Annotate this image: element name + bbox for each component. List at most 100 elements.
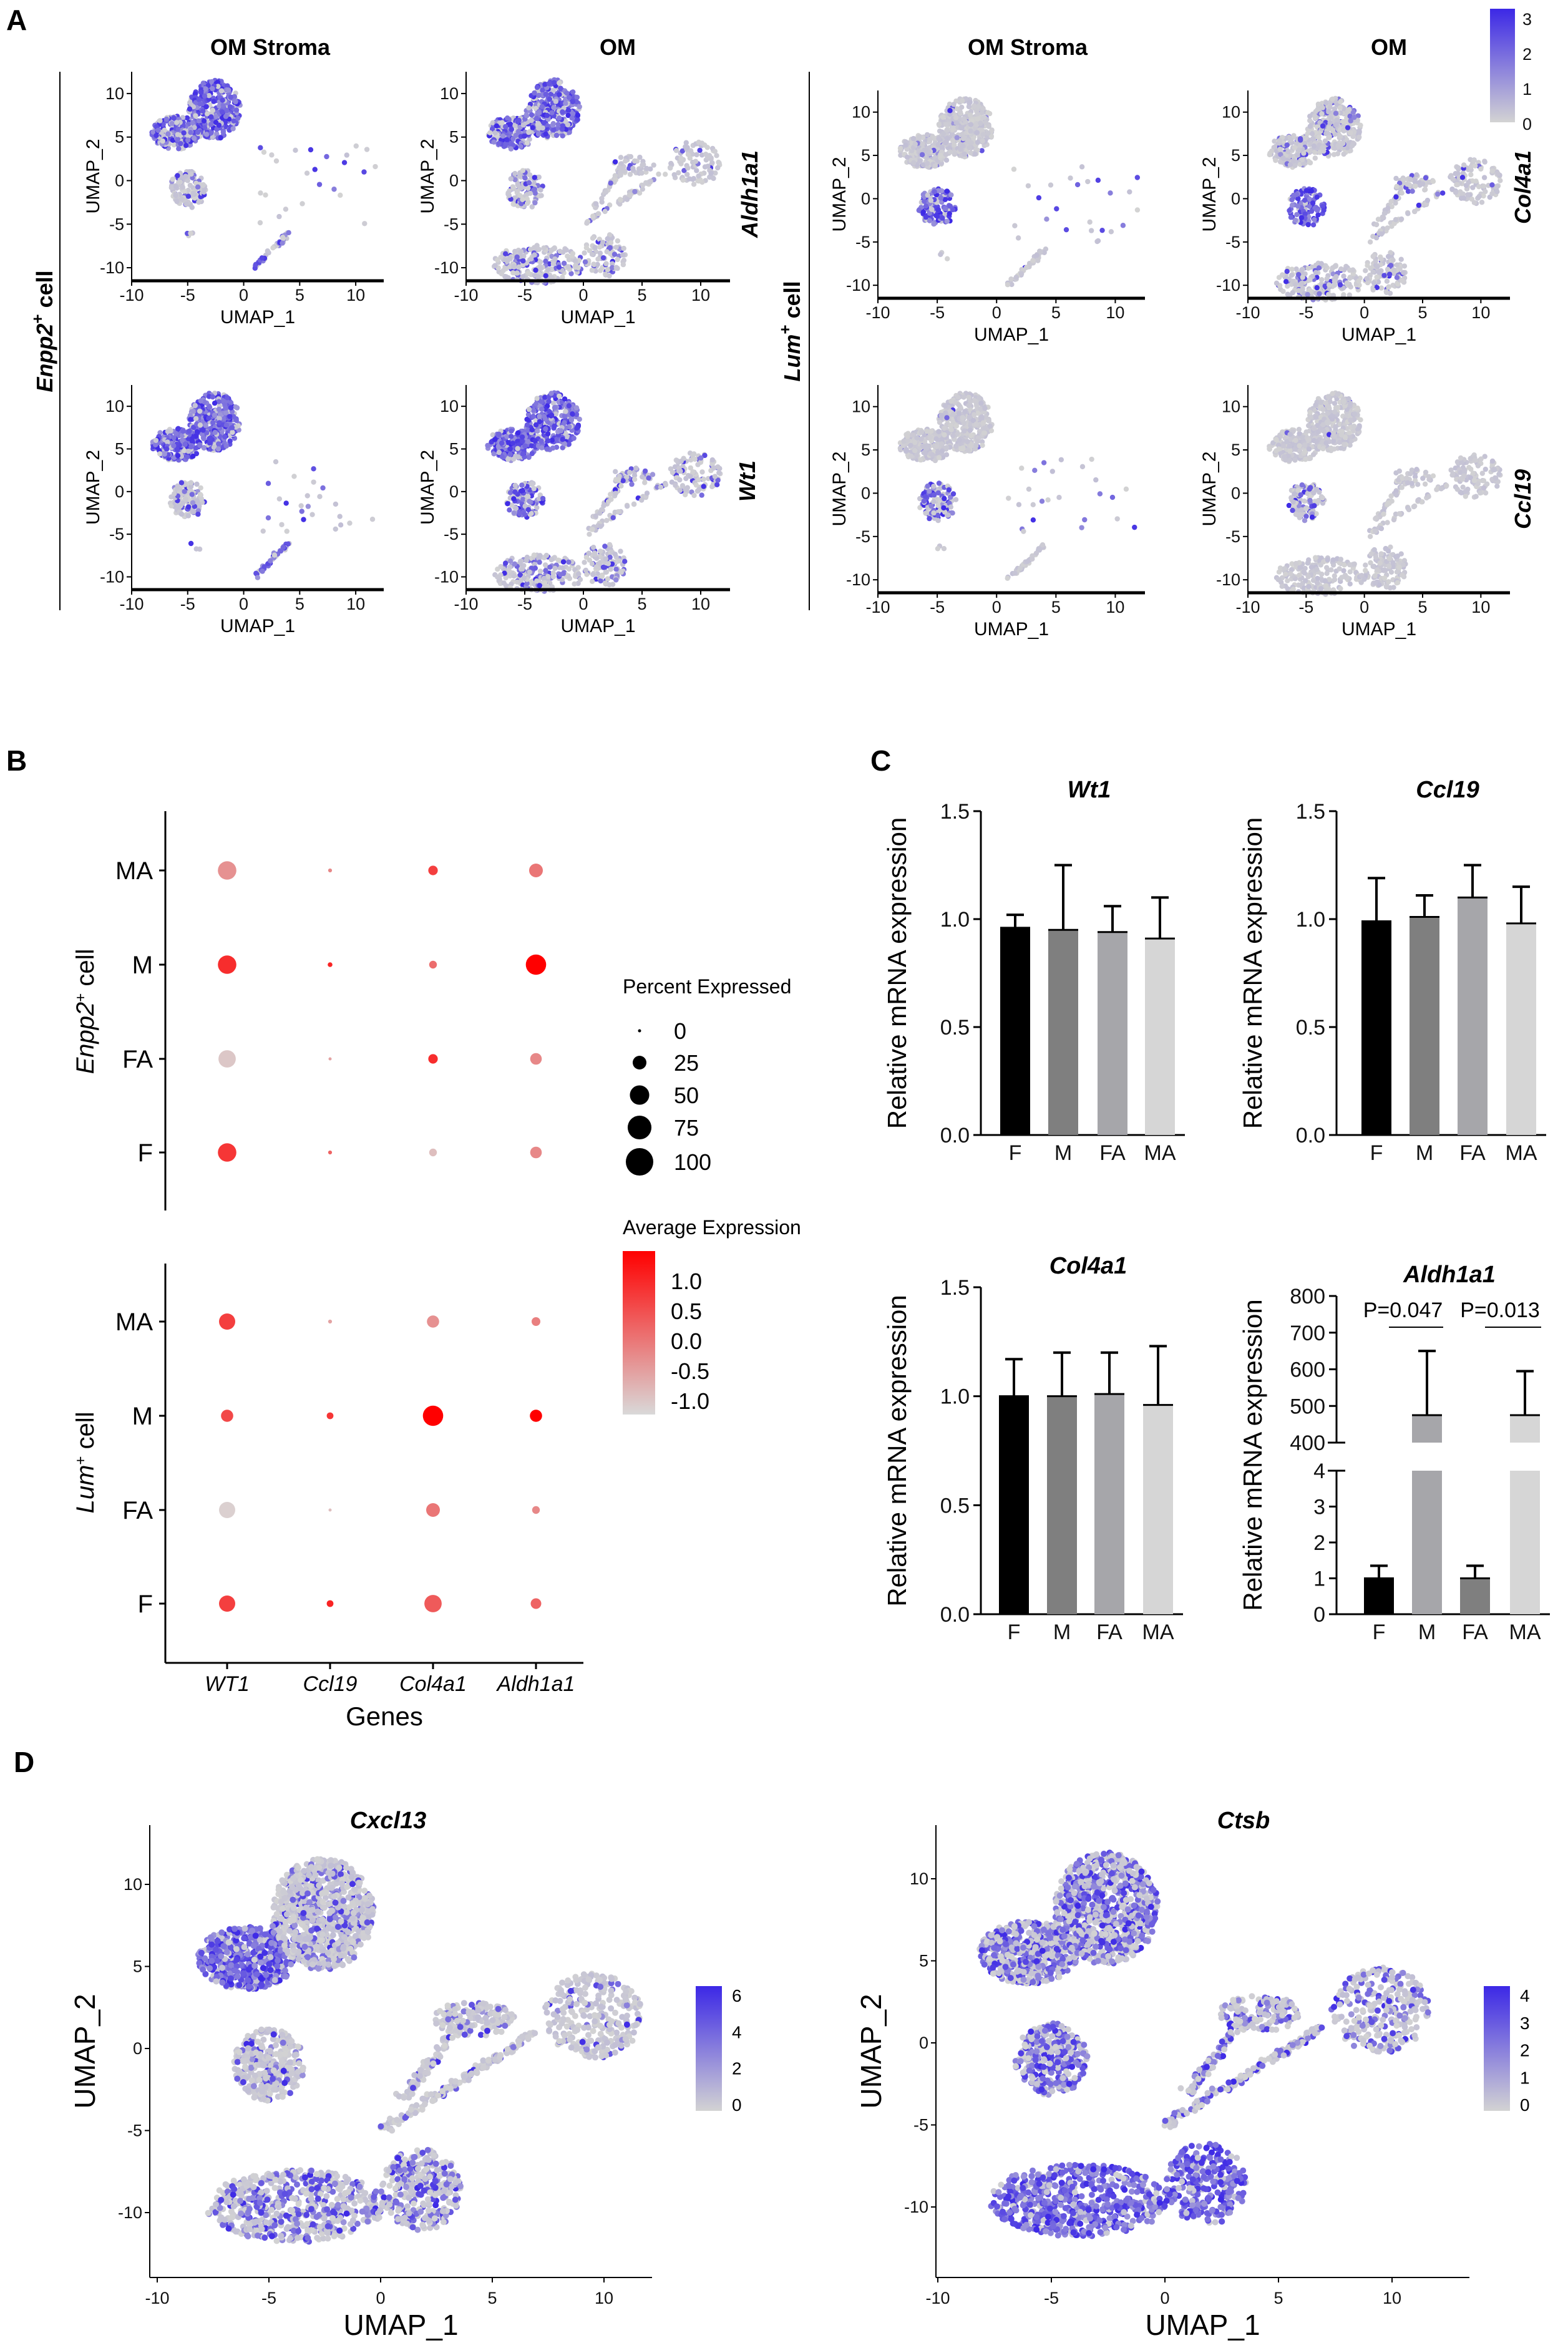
cell-point [276,496,283,502]
cell-point [507,255,513,261]
cell-point [269,152,275,158]
cell-point [978,120,983,126]
cell-point [947,108,953,114]
cell-point [951,102,957,107]
x-axis-label: UMAP_1 [1342,324,1416,345]
y-tick-label: 5 [1231,146,1240,165]
cell-point [673,148,679,153]
cell-point [193,416,199,422]
cell-point [185,504,192,510]
cell-point [618,155,624,160]
cell-point [646,475,651,481]
cell-point [630,165,636,172]
cell-point [276,213,282,220]
cell-point [1290,278,1295,284]
cell-point [569,115,575,121]
cell-point [197,101,203,107]
cell-point [1299,157,1305,163]
cell-point [683,140,689,145]
cell-point [1277,147,1283,152]
cell-point [1267,152,1273,158]
cell-point [565,107,572,113]
cell-point [215,84,221,89]
cell-point [938,251,943,257]
cell-point [316,182,323,187]
cell-point [1099,227,1105,233]
x-axis-label: UMAP_1 [560,307,635,328]
cell-point [505,115,510,121]
cell-point [537,259,543,265]
cell-point [1319,277,1325,283]
cell-point [1134,175,1141,180]
cell-point [1341,151,1346,157]
cell-point [917,134,922,140]
cell-point [980,132,986,137]
cell-point [341,160,348,165]
cell-point [919,152,925,158]
cell-point [516,117,522,123]
y-tick-label: 0 [1231,189,1240,208]
cell-point [596,211,601,217]
cell-point [175,173,180,178]
cell-point [210,85,215,92]
cell-point [925,160,930,167]
cell-point [361,169,367,175]
y-axis-label: UMAP_2 [83,450,104,525]
cell-point [525,270,532,276]
cell-point [1416,202,1422,208]
cell-point [353,143,359,149]
cell-point [220,102,226,108]
cell-point [233,404,238,410]
cell-point [1063,227,1069,233]
cell-point [176,146,182,152]
cell-point [535,131,542,137]
cell-point [257,220,263,226]
cell-point [1453,190,1459,195]
cell-point [932,189,937,195]
cell-point [616,509,621,515]
cell-point [1285,149,1291,155]
cell-point [550,87,557,93]
cell-point [968,128,973,134]
cell-point [985,110,991,115]
cell-point [1495,171,1501,177]
cell-point [550,120,556,127]
y-tick-label: 5 [115,440,124,459]
cell-point [605,267,611,273]
cell-point [226,87,231,93]
cell-point [1303,188,1310,193]
cell-point [1300,286,1305,292]
cell-point [508,176,514,182]
cell-point [714,482,720,487]
cell-point [600,255,606,261]
cell-point [173,193,178,198]
cell-point [187,428,192,434]
cell-point [505,190,511,196]
cell-point [1087,219,1093,225]
cell-point [621,245,626,251]
cell-point [1292,145,1298,150]
cell-point [1393,175,1399,182]
cell-point [611,251,618,257]
cell-point [1291,133,1297,139]
gene-label: Wt1 [734,460,760,502]
cell-point [1337,282,1343,288]
cell-point [923,203,929,209]
cell-point [364,147,370,152]
cell-point [278,548,284,554]
cell-point [1298,215,1305,221]
cell-point [1367,239,1373,245]
x-tick-label: -5 [180,595,195,613]
cell-point [927,136,933,142]
cell-point [1095,238,1101,244]
cell-point [1332,282,1338,288]
cell-point [1012,223,1018,228]
cell-point [572,581,577,587]
panel-letter-b: B [6,744,27,777]
cell-point [537,568,543,574]
cell-point [1310,200,1316,206]
umap-points [1267,95,1503,303]
x-tick-label: 10 [1106,303,1124,322]
cell-point [1341,128,1346,134]
cell-point [922,147,928,153]
